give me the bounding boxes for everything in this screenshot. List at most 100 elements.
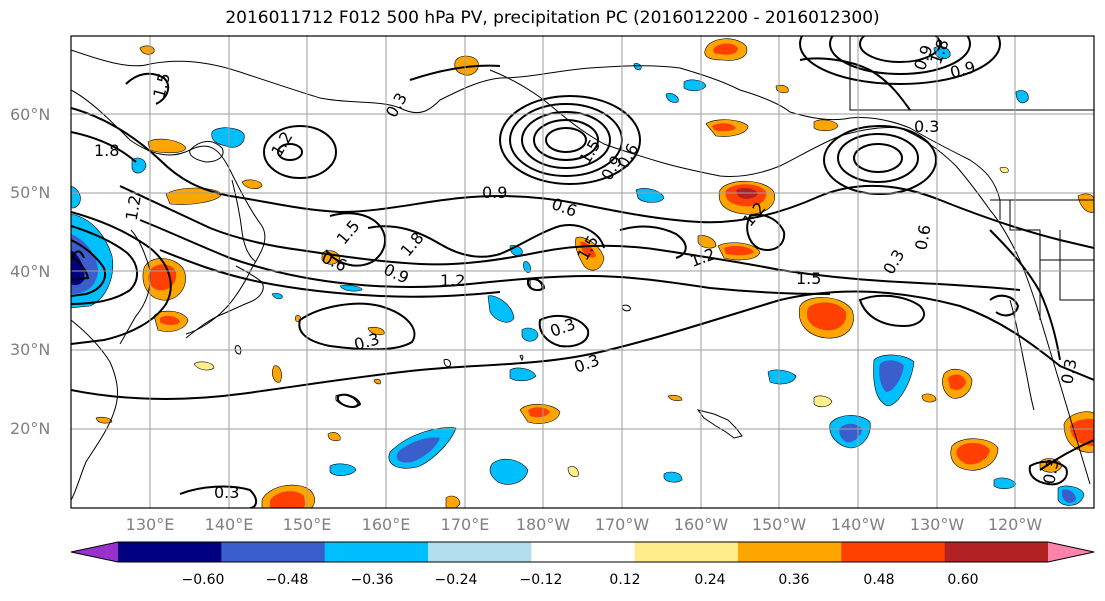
pv-contour — [1039, 439, 1094, 471]
pv-contour — [325, 212, 387, 267]
pv-contour — [139, 219, 831, 295]
precip-positive-blob — [1077, 193, 1094, 213]
colorbar-tick: 0.36 — [778, 572, 810, 588]
colorbar-outline — [70, 541, 1095, 563]
colorbar-tick: −0.48 — [265, 572, 309, 588]
pv-contour — [125, 72, 170, 105]
island-coastline — [621, 304, 631, 312]
precip-positive-blob — [327, 432, 341, 442]
colorbar-tick: −0.60 — [181, 572, 225, 588]
pv-contour — [159, 249, 501, 298]
colorbar-tick: 0.48 — [863, 572, 895, 588]
pv-contour — [799, 57, 911, 111]
colorbar-segment — [531, 542, 636, 562]
plot-border — [70, 35, 1095, 509]
precip-negative-blob — [523, 261, 531, 273]
pv-contour — [538, 314, 590, 348]
lon-label-130e: 130°E — [125, 515, 175, 534]
pv-contour — [619, 225, 687, 259]
contour-label: 1.2 — [440, 271, 465, 290]
island-coastline — [519, 354, 524, 362]
pv-contour — [1028, 460, 1068, 486]
precip-negative-blob — [635, 188, 665, 203]
korea-coastline — [119, 229, 151, 345]
state-borders — [1009, 200, 1094, 261]
contour-label: 0.6 — [911, 223, 934, 251]
colorbar-segment — [738, 542, 842, 562]
lon-label-170w: 170°W — [594, 515, 650, 534]
pv-contour — [829, 36, 971, 75]
pv-contour — [989, 229, 1061, 361]
precip-negative-blob — [665, 93, 679, 103]
pv-contour — [263, 125, 337, 179]
colorbar-segment — [221, 542, 326, 562]
precip-negative-blob — [487, 295, 515, 323]
hawaii-coastline — [696, 409, 743, 439]
pv-contour — [989, 294, 1020, 317]
lon-label-170e: 170°E — [440, 515, 490, 534]
contour-label: 0.3 — [1057, 357, 1080, 385]
state-borders — [1059, 230, 1094, 301]
pv-contour — [71, 250, 85, 261]
precip-positive-blob — [373, 378, 381, 385]
colorbar-segment — [428, 542, 532, 562]
lat-label-40n: 40°N — [10, 262, 51, 281]
sakhalin-coastline — [231, 179, 257, 263]
pv-contour — [746, 213, 786, 251]
arctic-coastline — [71, 49, 1001, 220]
precip-positive-blob — [367, 326, 385, 336]
colorbar-extend-low — [71, 542, 118, 562]
map-title: 2016011712 F012 500 hPa PV, precipitatio… — [225, 8, 880, 28]
island-coastline — [443, 359, 451, 367]
pv-contour — [859, 36, 941, 63]
precip-positive-core — [713, 43, 738, 55]
precip-negative-core — [396, 437, 440, 463]
alaska-coastline — [489, 69, 901, 177]
contour-label: 1.8 — [94, 141, 119, 160]
precip-positive-core — [948, 374, 966, 390]
lon-label-180w: 180°W — [515, 515, 571, 534]
lon-label-160e: 160°E — [361, 515, 411, 534]
island-coastline — [234, 345, 242, 355]
pv-contour — [799, 36, 1001, 85]
precip-positive-core — [956, 442, 990, 465]
china-coastline — [71, 319, 118, 501]
precip-positive-core — [270, 491, 305, 508]
pv-contour — [853, 143, 903, 173]
precip-positive-blob — [667, 394, 683, 402]
lon-label-150w: 150°W — [751, 515, 807, 534]
precip-positive-core — [1070, 418, 1094, 446]
colorbar — [70, 541, 1095, 563]
pv-contour — [533, 119, 599, 161]
precip-negative-blob — [71, 185, 81, 209]
precip-positive-core — [160, 315, 180, 325]
lon-label-140e: 140°E — [204, 515, 254, 534]
lat-label-60n: 60°N — [10, 105, 51, 124]
precip-negative-blob — [329, 463, 357, 476]
pv-contour — [119, 185, 1021, 291]
precip-positive-core — [806, 302, 847, 331]
coastlines — [71, 36, 1094, 501]
contour-label: 1.5 — [796, 269, 821, 288]
pv-contour — [71, 211, 172, 345]
pv-contour — [527, 277, 546, 292]
gridlines — [71, 36, 1094, 508]
lat-label-20n: 20°N — [10, 419, 51, 438]
pv-contour — [277, 143, 303, 161]
pv-contour — [521, 111, 611, 169]
lon-label-140w: 140°W — [830, 515, 886, 534]
pv-contour — [71, 131, 137, 163]
precip-negative-blob — [339, 284, 363, 292]
lon-label-150e: 150°E — [282, 515, 332, 534]
lon-label-130w: 130°W — [909, 515, 965, 534]
precip-positive-blob — [241, 179, 263, 189]
precip-positive-core — [712, 123, 736, 132]
colorbar-segment — [944, 542, 1049, 562]
precip-positive-core — [528, 407, 550, 418]
colorbar-segment — [634, 542, 739, 562]
precip-negative-blob — [489, 458, 529, 485]
precip-negative-blob — [521, 327, 539, 342]
japan-coastline — [185, 265, 264, 339]
pv-contour — [71, 225, 138, 305]
colorbar-segment — [841, 542, 946, 562]
